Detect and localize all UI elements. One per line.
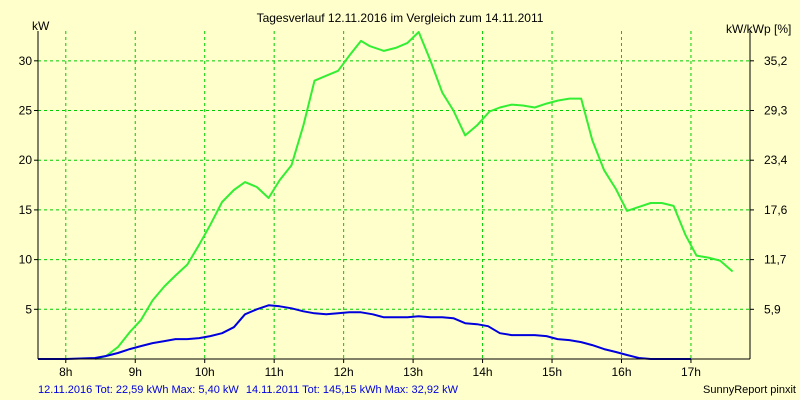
y-tick-label-left-4: 25 xyxy=(19,104,33,118)
y-tick-label-right-3: 23,4 xyxy=(764,153,788,167)
y-tick-label-right-1: 11,7 xyxy=(764,253,787,267)
y-tick-label-left-2: 15 xyxy=(19,203,33,217)
x-tick-label-5: 13h xyxy=(403,365,423,379)
y-tick-label-left-3: 20 xyxy=(19,153,33,167)
grid xyxy=(38,31,750,359)
y-tick-label-left-5: 30 xyxy=(19,54,33,68)
series-layer xyxy=(38,31,734,360)
y-tick-label-right-2: 17,6 xyxy=(764,203,788,217)
y-tick-label-left-0: 5 xyxy=(25,302,32,316)
legend-entry-2011: 14.11.2011 Tot: 145,15 kWh Max: 32,92 kW xyxy=(246,384,459,396)
series-line-12-11-2016 xyxy=(38,304,691,360)
x-tick-label-3: 11h xyxy=(265,365,284,379)
credit-text: SunnyReport pinxit xyxy=(703,384,796,396)
y-axis-ticks-left: 5 10 15 20 25 30 xyxy=(19,54,38,316)
axes xyxy=(37,31,751,360)
y-tick-label-left-1: 10 xyxy=(19,253,33,267)
legend: 12.11.2016 Tot: 22,59 kWh Max: 5,40 kW 1… xyxy=(38,384,459,396)
x-tick-label-4: 12h xyxy=(334,365,354,379)
x-tick-label-8: 16h xyxy=(611,365,631,379)
x-tick-label-1: 9h xyxy=(129,365,142,379)
y-axis-label-left: kW xyxy=(32,19,50,33)
x-tick-label-0: 8h xyxy=(59,365,72,379)
y-axis-label-right: kW/kWp [%] xyxy=(726,22,791,36)
x-tick-label-6: 14h xyxy=(473,365,493,379)
x-tick-label-2: 10h xyxy=(195,365,215,379)
y-tick-label-right-0: 5,9 xyxy=(764,302,781,316)
y-tick-label-right-5: 35,2 xyxy=(764,54,788,68)
x-tick-label-7: 15h xyxy=(542,365,562,379)
series-line-14-11-2011 xyxy=(94,31,734,360)
y-axis-ticks-right: 5,9 11,7 17,6 23,4 29,3 35,2 xyxy=(750,54,788,316)
chart-title: Tagesverlauf 12.11.2016 im Vergleich zum… xyxy=(257,11,544,25)
legend-entry-2016: 12.11.2016 Tot: 22,59 kWh Max: 5,40 kW xyxy=(38,384,239,396)
x-tick-label-9: 17h xyxy=(681,365,701,379)
x-axis-ticks: 8h 9h 10h 11h 12h 13h 14h 15h 16h 17h xyxy=(59,359,701,379)
y-tick-label-right-4: 29,3 xyxy=(764,104,788,118)
